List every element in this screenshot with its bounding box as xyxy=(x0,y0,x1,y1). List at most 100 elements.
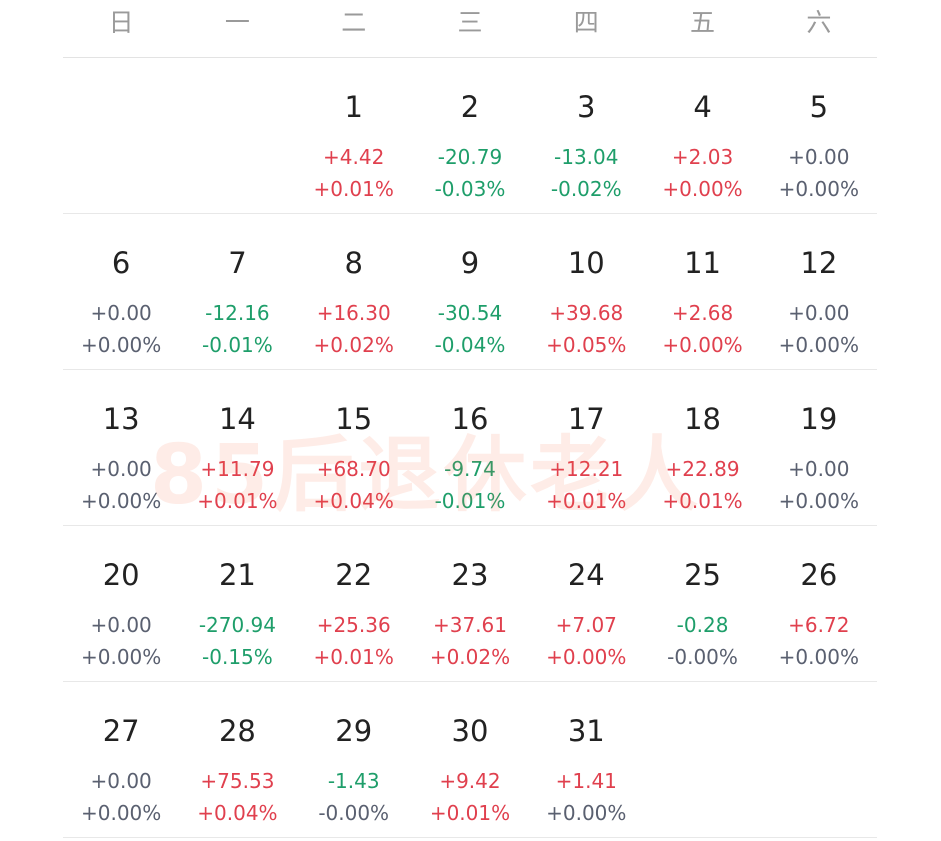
day-number: 29 xyxy=(335,714,373,748)
day-change: +22.89 xyxy=(665,457,740,481)
day-number: 13 xyxy=(102,402,140,436)
day-cell[interactable]: 26 +6.72 +0.00% xyxy=(761,526,877,681)
day-change-percent: -0.15% xyxy=(202,645,273,669)
day-cell[interactable]: 31 +1.41 +0.00% xyxy=(528,682,644,837)
day-change: +0.00 xyxy=(788,457,850,481)
day-cell[interactable]: 13 +0.00 +0.00% xyxy=(63,370,179,525)
day-number: 1 xyxy=(344,90,363,124)
day-change: -1.43 xyxy=(327,769,380,793)
weekday-mon: 一 xyxy=(224,8,250,37)
day-change-percent: -0.01% xyxy=(202,333,273,357)
day-cell[interactable]: 22 +25.36 +0.01% xyxy=(296,526,412,681)
weekday-header: 日 一 二 三 四 五 六 xyxy=(63,0,877,58)
empty-day-cell xyxy=(644,682,760,837)
day-cell[interactable]: 16 -9.74 -0.01% xyxy=(412,370,528,525)
day-cell[interactable]: 20 +0.00 +0.00% xyxy=(63,526,179,681)
day-change: -9.74 xyxy=(444,457,496,481)
week-row: 6 +0.00 +0.00% 7 -12.16 -0.01% 8 +16.30 +0.02% 9 -… xyxy=(63,214,877,370)
day-change-percent: +0.02% xyxy=(429,645,511,669)
day-change: +0.00 xyxy=(788,145,850,169)
day-number: 21 xyxy=(218,558,256,592)
day-number: 27 xyxy=(102,714,140,748)
day-change-percent: -0.00% xyxy=(318,801,390,825)
day-cell[interactable]: 29 -1.43 -0.00% xyxy=(296,682,412,837)
day-cell[interactable]: 21 -270.94 -0.15% xyxy=(179,526,295,681)
day-change-percent: +0.04% xyxy=(313,489,394,513)
empty-day-cell xyxy=(63,58,179,213)
day-change-percent: +0.00% xyxy=(80,333,162,357)
day-number: 23 xyxy=(451,558,489,592)
day-number: 9 xyxy=(460,246,480,280)
day-change-percent: +0.00% xyxy=(778,177,859,201)
day-number: 12 xyxy=(800,246,838,280)
day-change: +0.00 xyxy=(90,613,152,637)
weekday-fri: 五 xyxy=(690,8,716,37)
day-change: +0.00 xyxy=(90,769,152,793)
day-number: 24 xyxy=(567,558,605,592)
day-change: +6.72 xyxy=(788,613,850,637)
day-change-percent: +0.01% xyxy=(197,489,278,513)
day-change: +9.42 xyxy=(439,769,501,793)
day-cell[interactable]: 2 -20.79 -0.03% xyxy=(412,58,528,213)
day-cell[interactable]: 14 +11.79 +0.01% xyxy=(179,370,295,525)
day-change: +39.68 xyxy=(549,301,624,325)
day-change: +0.00 xyxy=(788,301,850,325)
day-cell[interactable]: 3 -13.04 -0.02% xyxy=(528,58,644,213)
day-cell[interactable]: 17 +12.21 +0.01% xyxy=(528,370,644,525)
day-change-percent: +0.01% xyxy=(313,645,394,669)
day-cell[interactable]: 1 +4.42 +0.01% xyxy=(296,58,412,213)
day-change-percent: +0.02% xyxy=(313,333,394,357)
day-change-percent: +0.00% xyxy=(80,489,162,513)
day-number: 25 xyxy=(684,558,721,592)
day-cell[interactable]: 10 +39.68 +0.05% xyxy=(528,214,644,369)
day-cell[interactable]: 25 -0.28 -0.00% xyxy=(644,526,760,681)
day-change-percent: +0.00% xyxy=(778,645,859,669)
day-cell[interactable]: 4 +2.03 +0.00% xyxy=(644,58,760,213)
day-change: +16.30 xyxy=(316,301,391,325)
day-cell[interactable]: 5 +0.00 +0.00% xyxy=(761,58,877,213)
day-cell[interactable]: 19 +0.00 +0.00% xyxy=(761,370,877,525)
day-change-percent: +0.00% xyxy=(778,489,859,513)
day-number: 15 xyxy=(335,402,373,436)
day-cell[interactable]: 18 +22.89 +0.01% xyxy=(644,370,760,525)
day-cell[interactable]: 15 +68.70 +0.04% xyxy=(296,370,412,525)
calendar-grid: 1 +4.42 +0.01% 2 -20.79 -0.03% 3 -13.04 -0.02% 4 +… xyxy=(50,58,890,838)
day-cell[interactable]: 8 +16.30 +0.02% xyxy=(296,214,412,369)
weekday-wed: 三 xyxy=(457,8,483,37)
day-change-percent: +0.00% xyxy=(662,333,743,357)
calendar: 日 一 二 三 四 五 六 1 +4.42 +0.01% 2 -20.79 -0.03% 3… xyxy=(50,0,890,841)
day-number: 31 xyxy=(567,714,605,748)
day-change-percent: +0.00% xyxy=(546,801,627,825)
day-change-percent: +0.00% xyxy=(778,333,859,357)
day-change: +1.41 xyxy=(555,769,617,793)
day-change-percent: -0.01% xyxy=(434,489,506,513)
day-number: 5 xyxy=(809,90,829,124)
day-change: -20.79 xyxy=(437,145,503,169)
day-cell[interactable]: 11 +2.68 +0.00% xyxy=(644,214,760,369)
day-cell[interactable]: 23 +37.61 +0.02% xyxy=(412,526,528,681)
day-number: 18 xyxy=(684,402,721,436)
weekday-sun: 日 xyxy=(108,8,134,37)
weekday-thu: 四 xyxy=(573,8,599,37)
day-cell[interactable]: 30 +9.42 +0.01% xyxy=(412,682,528,837)
day-number: 4 xyxy=(693,90,712,124)
day-cell[interactable]: 9 -30.54 -0.04% xyxy=(412,214,528,369)
day-change-percent: +0.05% xyxy=(546,333,627,357)
day-cell[interactable]: 7 -12.16 -0.01% xyxy=(179,214,295,369)
day-cell[interactable]: 28 +75.53 +0.04% xyxy=(179,682,295,837)
day-change: +68.70 xyxy=(316,457,391,481)
day-change-percent: +0.00% xyxy=(80,645,162,669)
day-cell[interactable]: 6 +0.00 +0.00% xyxy=(63,214,179,369)
day-change-percent: +0.00% xyxy=(662,177,743,201)
weekday-sat: 六 xyxy=(806,8,832,37)
day-number: 17 xyxy=(567,402,605,436)
week-row: 13 +0.00 +0.00% 14 +11.79 +0.01% 15 +68.70 +0.04… xyxy=(63,370,877,526)
day-cell[interactable]: 12 +0.00 +0.00% xyxy=(761,214,877,369)
day-number: 2 xyxy=(460,90,480,124)
day-change-percent: -0.04% xyxy=(434,333,506,357)
day-number: 20 xyxy=(102,558,140,592)
day-cell[interactable]: 24 +7.07 +0.00% xyxy=(528,526,644,681)
day-change: +25.36 xyxy=(316,613,391,637)
day-cell[interactable]: 27 +0.00 +0.00% xyxy=(63,682,179,837)
day-change-percent: +0.01% xyxy=(429,801,511,825)
